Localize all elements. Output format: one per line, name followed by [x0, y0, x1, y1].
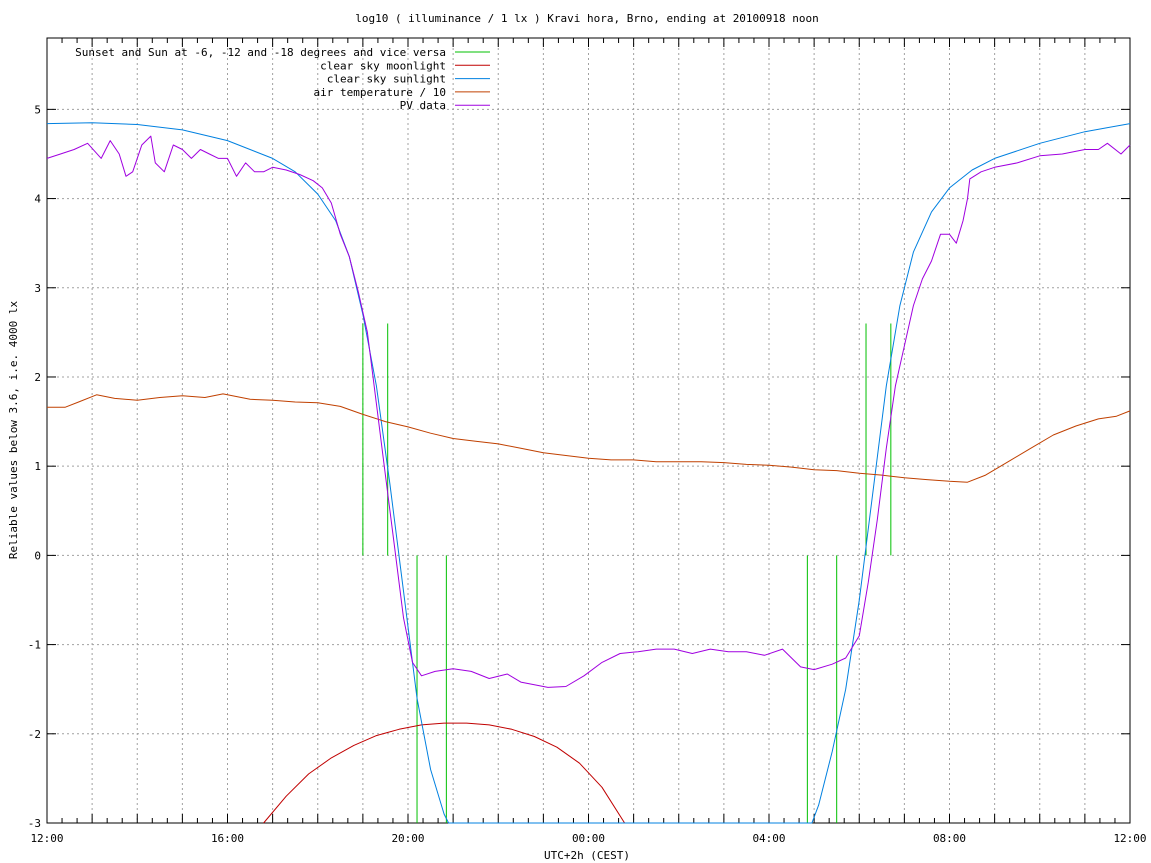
y-axis-label: Reliable values below 3.6, i.e. 4000 lx — [7, 300, 20, 559]
y-tick-label: -1 — [28, 639, 41, 652]
y-tick-label: 2 — [34, 371, 41, 384]
series-line-moon — [263, 722, 626, 824]
x-axis-label: UTC+2h (CEST) — [544, 849, 630, 862]
plot-frame — [46, 37, 1131, 824]
axis-ticks: -3 -2 -1 0 1 2 3 4 5 12:00 16:00 20:00 00:00 04:00 08:… — [28, 38, 1147, 845]
y-tick-label: 4 — [34, 193, 41, 206]
legend-label: PV data — [400, 99, 446, 112]
chart-title: log10 ( illuminance / 1 lx ) Kravi hora,… — [355, 12, 819, 25]
legend-label: air temperature / 10 — [314, 86, 446, 99]
x-tick-label: 04:00 — [752, 832, 785, 845]
series-layer — [46, 122, 1131, 824]
x-tick-label: 16:00 — [211, 832, 244, 845]
x-tick-label: 12:00 — [1113, 832, 1146, 845]
series-line-sun — [46, 122, 1131, 824]
legend-label: Sunset and Sun at -6, -12 and -18 degree… — [75, 46, 446, 59]
y-tick-label: -2 — [28, 728, 41, 741]
x-tick-label: 00:00 — [572, 832, 605, 845]
legend-label: clear sky sunlight — [327, 73, 446, 86]
y-tick-label: 3 — [34, 282, 41, 295]
x-tick-label: 08:00 — [933, 832, 966, 845]
y-tick-label: 1 — [34, 460, 41, 473]
x-tick-label: 20:00 — [391, 832, 424, 845]
legend: Sunset and Sun at -6, -12 and -18 degree… — [75, 46, 490, 112]
y-tick-label: -3 — [28, 817, 41, 830]
grid — [47, 38, 1130, 823]
series-line-pv — [46, 135, 1131, 688]
legend-label: clear sky moonlight — [320, 59, 446, 72]
x-tick-label: 12:00 — [30, 832, 63, 845]
y-tick-label: 0 — [34, 549, 41, 562]
series-line-temp — [47, 393, 1131, 483]
y-tick-label: 5 — [34, 103, 41, 116]
